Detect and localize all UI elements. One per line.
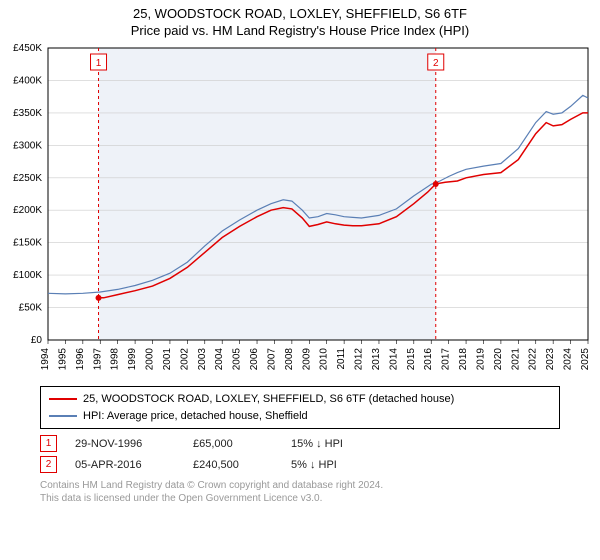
price-chart: £0 £50K £100K £150K £200K £250K £300K £350K £400… — [0, 40, 600, 380]
event-date: 29-NOV-1996 — [75, 438, 175, 450]
svg-text:1: 1 — [96, 58, 102, 69]
svg-text:1997: 1997 — [92, 348, 103, 371]
svg-text:2010: 2010 — [319, 348, 330, 371]
chart-title-sub: Price paid vs. HM Land Registry's House … — [0, 23, 600, 38]
svg-text:£50K: £50K — [19, 303, 43, 314]
event-row: 1 29-NOV-1996 £65,000 15% ↓ HPI — [40, 433, 560, 454]
svg-text:2013: 2013 — [371, 348, 382, 371]
svg-text:2001: 2001 — [162, 348, 173, 371]
legend-swatch — [49, 398, 77, 400]
legend-row: 25, WOODSTOCK ROAD, LOXLEY, SHEFFIELD, S… — [49, 391, 551, 408]
svg-text:2003: 2003 — [197, 348, 208, 371]
svg-text:2020: 2020 — [493, 348, 504, 371]
legend-swatch — [49, 415, 77, 417]
svg-text:£450K: £450K — [13, 43, 42, 54]
svg-text:2015: 2015 — [406, 348, 417, 371]
svg-text:2014: 2014 — [388, 348, 399, 371]
svg-text:£0: £0 — [31, 335, 43, 346]
svg-text:1994: 1994 — [40, 348, 51, 371]
legend: 25, WOODSTOCK ROAD, LOXLEY, SHEFFIELD, S… — [40, 386, 560, 429]
event-delta: 15% ↓ HPI — [291, 438, 343, 450]
svg-text:£300K: £300K — [13, 140, 42, 151]
legend-label: 25, WOODSTOCK ROAD, LOXLEY, SHEFFIELD, S… — [83, 391, 454, 408]
svg-text:1998: 1998 — [110, 348, 121, 371]
svg-text:1996: 1996 — [75, 348, 86, 371]
svg-text:2005: 2005 — [232, 348, 243, 371]
svg-text:2004: 2004 — [214, 348, 225, 371]
svg-text:2023: 2023 — [545, 348, 556, 371]
svg-text:2025: 2025 — [580, 348, 591, 371]
svg-text:£100K: £100K — [13, 270, 42, 281]
event-price: £65,000 — [193, 438, 273, 450]
svg-text:2021: 2021 — [510, 348, 521, 371]
svg-text:1995: 1995 — [57, 348, 68, 371]
svg-text:2018: 2018 — [458, 348, 469, 371]
svg-text:2007: 2007 — [266, 348, 277, 371]
svg-text:2006: 2006 — [249, 348, 260, 371]
svg-text:2009: 2009 — [301, 348, 312, 371]
legend-label: HPI: Average price, detached house, Shef… — [83, 408, 308, 425]
event-marker-box: 1 — [40, 435, 57, 452]
event-delta: 5% ↓ HPI — [291, 459, 337, 471]
svg-text:1999: 1999 — [127, 348, 138, 371]
svg-text:2024: 2024 — [563, 348, 574, 371]
event-row: 2 05-APR-2016 £240,500 5% ↓ HPI — [40, 454, 560, 475]
svg-text:2: 2 — [433, 58, 439, 69]
event-date: 05-APR-2016 — [75, 459, 175, 471]
footer-line1: Contains HM Land Registry data © Crown c… — [40, 479, 560, 492]
svg-text:£150K: £150K — [13, 238, 42, 249]
legend-row: HPI: Average price, detached house, Shef… — [49, 408, 551, 425]
svg-text:£200K: £200K — [13, 205, 42, 216]
svg-text:2016: 2016 — [423, 348, 434, 371]
event-marker-box: 2 — [40, 456, 57, 473]
svg-text:£250K: £250K — [13, 173, 42, 184]
svg-text:2012: 2012 — [354, 348, 365, 371]
svg-text:£350K: £350K — [13, 108, 42, 119]
svg-text:£400K: £400K — [13, 75, 42, 86]
footer-line2: This data is licensed under the Open Gov… — [40, 492, 560, 505]
chart-title-address: 25, WOODSTOCK ROAD, LOXLEY, SHEFFIELD, S… — [0, 6, 600, 21]
svg-text:2000: 2000 — [145, 348, 156, 371]
event-price: £240,500 — [193, 459, 273, 471]
svg-text:2011: 2011 — [336, 348, 347, 370]
svg-text:2022: 2022 — [528, 348, 539, 371]
events-table: 1 29-NOV-1996 £65,000 15% ↓ HPI 2 05-APR-2016… — [40, 433, 560, 475]
svg-text:2019: 2019 — [475, 348, 486, 371]
svg-text:2002: 2002 — [179, 348, 190, 371]
svg-text:2008: 2008 — [284, 348, 295, 371]
footer-license: Contains HM Land Registry data © Crown c… — [40, 479, 560, 505]
svg-text:2017: 2017 — [441, 348, 452, 371]
